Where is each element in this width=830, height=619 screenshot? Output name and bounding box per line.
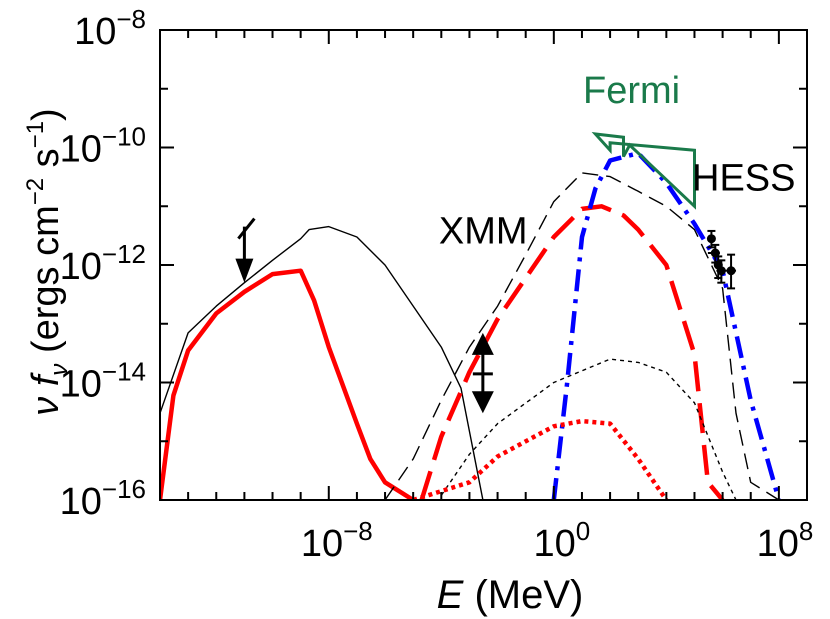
x-tick-label-exp: −8 <box>343 516 373 546</box>
upper-limit-arrowhead <box>235 258 254 283</box>
y-tick-label-base: 10 <box>60 246 102 288</box>
y-tick-label-exp: −16 <box>102 474 146 504</box>
hess-point <box>710 248 720 258</box>
x-tick-label: 10−8 <box>301 516 373 565</box>
series-thin-dotted <box>440 358 737 500</box>
series-layer <box>160 150 782 500</box>
x-tick-label-base: 10 <box>301 523 343 565</box>
annotation-hess-label: HESS <box>692 158 795 200</box>
upper-limit-bar <box>237 217 256 240</box>
x-tick-label: 108 <box>757 516 814 565</box>
hess-point <box>716 266 726 276</box>
y-tick-label-exp: −10 <box>102 122 146 152</box>
series-thin-dashed <box>384 172 780 500</box>
hess-point <box>706 234 716 244</box>
ticks-layer <box>159 29 808 501</box>
y-tick-label-exp: −12 <box>102 239 146 269</box>
series-thin-solid <box>160 225 484 500</box>
y-tick-label-base: 10 <box>74 11 116 53</box>
y-tick-label-base: 10 <box>60 129 102 171</box>
xmm-arrow-up <box>471 332 494 355</box>
series-thick-dotted <box>412 418 669 500</box>
y-tick-label-exp: −14 <box>102 357 146 387</box>
y-tick-label-base: 10 <box>60 364 102 406</box>
y-tick-label: 10−16 <box>60 474 146 523</box>
annotation-fermi-label: Fermi <box>583 70 680 112</box>
markers-layer <box>235 132 737 414</box>
y-axis-label: ν fν (ergs cm−2 s−1) <box>22 108 73 415</box>
y-tick-label: 10−14 <box>60 357 146 406</box>
x-tick-label-base: 10 <box>757 523 799 565</box>
y-tick-label: 10−12 <box>60 239 146 288</box>
series-thick-solid <box>160 268 415 500</box>
fermi-bowtie <box>591 132 696 210</box>
y-tick-label: 10−10 <box>60 122 146 171</box>
y-tick-label: 10−8 <box>74 4 146 53</box>
plot-frame <box>159 29 808 501</box>
x-tick-label: 100 <box>533 516 590 565</box>
annotation-xmm-label: XMM <box>439 211 528 253</box>
series-dash-dot <box>551 150 782 500</box>
x-axis-label: E (MeV) <box>437 573 584 617</box>
y-tick-label-exp: −8 <box>116 4 146 34</box>
y-tick-label-base: 10 <box>60 481 102 523</box>
x-tick-label-base: 10 <box>533 523 575 565</box>
xmm-arrow-down <box>471 391 494 414</box>
x-tick-label-exp: 0 <box>576 516 590 546</box>
hess-point <box>726 266 736 276</box>
x-tick-label-exp: 8 <box>799 516 813 546</box>
